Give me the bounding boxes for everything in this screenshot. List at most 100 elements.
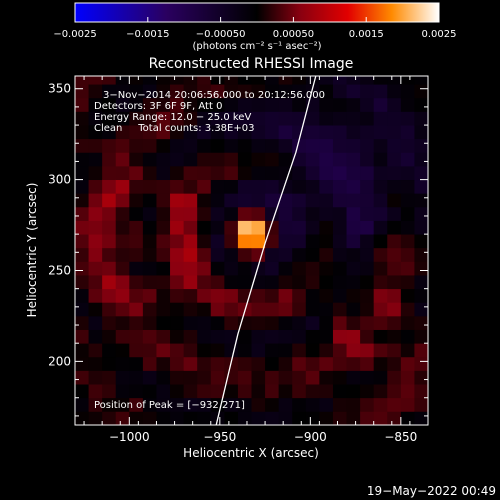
heatmap-cell bbox=[387, 411, 402, 425]
heatmap-cell bbox=[292, 193, 307, 208]
y-tick-label: 300 bbox=[48, 173, 71, 187]
heatmap-cell bbox=[251, 97, 266, 112]
heatmap-cell bbox=[88, 384, 103, 399]
heatmap-cell bbox=[142, 111, 157, 126]
heatmap-cell bbox=[360, 220, 375, 235]
heatmap-cell bbox=[115, 111, 130, 126]
heatmap-cell bbox=[305, 111, 320, 126]
heatmap-cell bbox=[88, 125, 103, 140]
heatmap-cell bbox=[210, 247, 225, 262]
heatmap-cell bbox=[142, 125, 157, 140]
heatmap-cell bbox=[102, 384, 117, 399]
heatmap-cell bbox=[360, 397, 375, 412]
heatmap-cell bbox=[414, 302, 428, 317]
heatmap-cell bbox=[129, 206, 144, 221]
heatmap-cell bbox=[373, 397, 388, 412]
heatmap-cell bbox=[292, 152, 307, 167]
heatmap-cell bbox=[265, 138, 280, 153]
heatmap-cell bbox=[142, 206, 157, 221]
heatmap-cell bbox=[360, 234, 375, 249]
heatmap-cell bbox=[237, 275, 252, 290]
heatmap-cell bbox=[75, 125, 89, 140]
heatmap-cell bbox=[102, 125, 117, 140]
heatmap-cell bbox=[142, 179, 157, 194]
heatmap-cell bbox=[129, 261, 144, 276]
heatmap-cell bbox=[332, 356, 347, 371]
heatmap-cell bbox=[387, 220, 402, 235]
heatmap-cell bbox=[360, 343, 375, 358]
heatmap-cell bbox=[332, 370, 347, 385]
heatmap-cell bbox=[278, 76, 293, 85]
heatmap-cell bbox=[400, 275, 415, 290]
heatmap-cell bbox=[237, 411, 252, 425]
heatmap-cell bbox=[170, 343, 185, 358]
heatmap-cell bbox=[197, 384, 212, 399]
heatmap-cell bbox=[115, 97, 130, 112]
heatmap-cell bbox=[170, 234, 185, 249]
heatmap-cell bbox=[292, 261, 307, 276]
heatmap-cell bbox=[251, 343, 266, 358]
heatmap-cell bbox=[305, 84, 320, 99]
heatmap-cell bbox=[129, 220, 144, 235]
render-date: 19−May−2022 00:49 bbox=[367, 484, 496, 498]
heatmap-cell bbox=[102, 356, 117, 371]
heatmap-cell bbox=[346, 152, 361, 167]
heatmap-cell bbox=[387, 152, 402, 167]
heatmap-cell bbox=[278, 397, 293, 412]
heatmap-cell bbox=[224, 329, 239, 344]
heatmap-cell bbox=[251, 370, 266, 385]
heatmap-cell bbox=[319, 288, 334, 303]
heatmap-cell bbox=[102, 329, 117, 344]
heatmap-cell bbox=[210, 84, 225, 99]
heatmap-cell bbox=[332, 193, 347, 208]
heatmap-cell bbox=[237, 76, 252, 85]
heatmap-cell bbox=[88, 84, 103, 99]
heatmap-cell bbox=[319, 234, 334, 249]
heatmap-cell bbox=[88, 138, 103, 153]
heatmap-cell bbox=[400, 220, 415, 235]
heatmap-cell bbox=[156, 397, 171, 412]
heatmap-cell bbox=[346, 193, 361, 208]
heatmap-cell bbox=[319, 193, 334, 208]
heatmap-cell bbox=[224, 165, 239, 181]
heatmap-cell bbox=[197, 97, 212, 112]
heatmap-cell bbox=[210, 384, 225, 399]
heatmap-cell bbox=[346, 84, 361, 99]
heatmap-cell bbox=[265, 247, 280, 262]
heatmap-cell bbox=[197, 288, 212, 303]
heatmap-cell bbox=[224, 315, 239, 330]
heatmap-cell bbox=[142, 384, 157, 399]
heatmap-cell bbox=[319, 206, 334, 221]
heatmap-cell bbox=[183, 288, 198, 303]
heatmap-cell bbox=[265, 356, 280, 371]
heatmap-cell bbox=[115, 152, 130, 167]
heatmap-cell bbox=[170, 275, 185, 290]
heatmap-cell bbox=[373, 152, 388, 167]
heatmap-cell bbox=[156, 152, 171, 167]
heatmap-cell bbox=[387, 138, 402, 153]
heatmap-cell bbox=[373, 138, 388, 153]
heatmap-cell bbox=[414, 261, 428, 276]
heatmap-cell bbox=[387, 247, 402, 262]
heatmap-cell bbox=[319, 397, 334, 412]
heatmap-cell bbox=[183, 261, 198, 276]
heatmap-cell bbox=[183, 84, 198, 99]
heatmap-cell bbox=[115, 315, 130, 330]
heatmap-cell bbox=[400, 356, 415, 371]
heatmap-cell bbox=[75, 84, 89, 99]
heatmap-cell bbox=[102, 261, 117, 276]
heatmap-cell bbox=[142, 97, 157, 112]
heatmap-cell bbox=[360, 370, 375, 385]
heatmap-cell bbox=[332, 179, 347, 194]
heatmap-cell bbox=[115, 411, 130, 425]
heatmap-cell bbox=[400, 206, 415, 221]
heatmap-cell bbox=[142, 84, 157, 99]
colorbar-unit-label: (photons cm⁻² s⁻¹ asec⁻²) bbox=[192, 41, 321, 52]
heatmap-cell bbox=[75, 302, 89, 317]
heatmap-cell bbox=[360, 125, 375, 140]
heatmap-cell bbox=[156, 111, 171, 126]
heatmap-cell bbox=[319, 384, 334, 399]
heatmap-cell bbox=[387, 315, 402, 330]
heatmap-cell bbox=[224, 138, 239, 153]
heatmap-cell bbox=[265, 97, 280, 112]
